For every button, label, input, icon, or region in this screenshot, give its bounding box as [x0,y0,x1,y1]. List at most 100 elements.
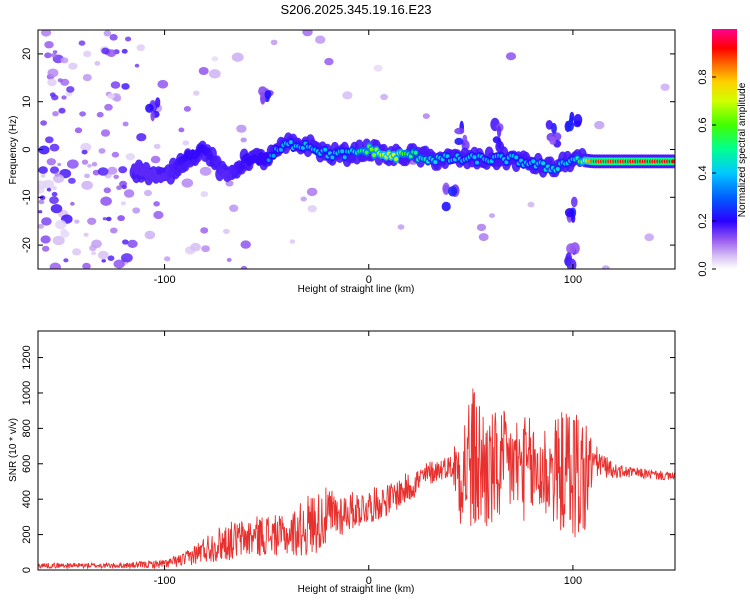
spectrogram-ridge-core [541,161,546,166]
spectrogram-feature-blob [496,125,502,138]
spectrogram-noise-blob [68,62,78,70]
spectrogram-noise-blob [236,124,247,133]
spectrogram-noise-blob [49,196,59,205]
spectrogram-ridge-mid [148,174,155,182]
colorbar-tick-label: 0.6 [697,117,709,132]
spectrogram-noise-blob [104,103,113,111]
snr-y-tick-label: 1200 [21,345,33,369]
spectrogram-feature-blob [462,134,468,143]
spectrogram-noise-blob [70,201,75,206]
spectrogram-noise-blob [94,61,101,66]
spectrogram-noise-blob [57,78,63,83]
snr-x-tick-label: 0 [366,575,372,587]
spectrogram-noise-blob [380,93,388,101]
spectrogram-feature-blob [145,103,154,113]
spectrogram-noise-blob [46,187,52,192]
spectrogram-noise-blob [78,40,86,46]
spectrogram-noise-blob [68,177,76,184]
spectrogram-ridge-core [288,140,293,145]
colorbar-scale [712,29,737,269]
spectrogram-ridge-core [671,159,675,164]
spectrogram-feature-blob [551,122,557,134]
spectrogram-noise-blob [190,242,201,252]
spectrogram-noise-blob [60,57,69,64]
spectrogram-noise-blob [63,258,69,263]
spectrogram-feature-blob [454,127,465,135]
spectrogram-x-tick-label: -100 [154,274,176,286]
spectrogram-ridge-mid [206,152,213,160]
spectrogram-ridge-mid [255,157,262,166]
spectrogram-noise-blob [41,30,52,37]
spectrogram-noise-blob [72,248,82,256]
spectrogram-noise-blob [91,251,96,256]
spectrogram-noise-blob [132,207,141,214]
snr-panel: -100 0 100 0 200 400 600 800 1000 1200 Height of… [8,330,676,595]
spectrogram-noise-blob [211,56,219,62]
spectrogram-noise-blob [82,74,92,82]
spectrogram-ridge-core [340,149,345,154]
spectrogram-feature-blob [566,120,574,132]
spectrogram-x-ticks: -100 0 100 [154,30,582,286]
spectrogram-noise-blob [40,235,51,244]
spectrogram-noise-blob [97,167,109,176]
spectrogram-noise-blob [178,127,185,133]
spectrogram-noise-blob [60,230,70,238]
spectrogram-noise-blob [110,81,121,89]
spectrogram-noise-blob [306,187,318,197]
spectrogram-noise-blob [38,166,48,174]
spectrogram-noise-blob [83,50,92,58]
spectrogram-noise-blob [489,213,495,219]
spectrogram-feature-blob [264,90,272,100]
snr-series-line [38,388,675,570]
spectrogram-ridge-mid [167,169,174,178]
spectrogram-noise-blob [324,57,334,66]
spectrogram-noise-blob [47,78,57,87]
spectrogram-noise-blob [109,34,118,41]
spectrogram-noise-blob [125,36,132,42]
spectrogram-ridge-mid [226,172,233,181]
spectrogram-noise-blob [45,136,54,144]
spectrogram-noise-blob [134,63,140,68]
spectrogram-noise-blob [57,162,62,167]
spectrogram-noise-blob [601,265,610,269]
snr-y-tick-label: 1000 [21,381,33,405]
spectrogram-noise-blob [136,133,147,142]
spectrogram-y-label: Frequency (Hz) [8,116,19,185]
spectrogram-noise-blob [103,187,112,194]
spectrogram-ridge-core [514,155,519,160]
spectrogram-noise-blob [199,166,212,176]
snr-y-label: SNR (10 * v/v) [8,418,19,482]
spectrogram-x-label: Height of straight line (km) [298,284,415,295]
spectrogram-noise-blob [113,174,119,179]
spectrogram-noise-blob [397,224,405,230]
spectrogram-noise-blob [50,204,63,214]
spectrogram-noise-blob [44,41,54,49]
spectrogram-noise-blob [527,201,535,208]
spectrogram-noise-blob [505,52,517,61]
snr-x-label: Height of straight line (km) [298,584,415,595]
snr-y-ticks: 0 200 400 600 800 1000 1200 [21,345,675,573]
spectrogram-ridge-core [364,150,369,155]
spectrogram-y-tick-label: 0 [21,146,33,152]
spectrogram-noise-blob [66,159,79,169]
spectrogram-ridge-core [413,150,418,155]
spectrogram-feature-blob [260,91,266,105]
spectrogram-noise-blob [422,113,430,119]
spectrogram-noise-blob [66,86,75,93]
spectrogram-noise-blob [200,191,209,198]
spectrogram-noise-blob [182,140,190,146]
spectrogram-noise-blob [150,155,161,164]
spectrogram-noise-blob [121,83,130,90]
snr-y-tick-label: 600 [21,455,33,473]
spectrogram-feature-blob [573,114,583,126]
spectrogram-noise-blob [226,257,232,262]
spectrogram-noise-blob [153,143,161,150]
spectrogram-feature-blob [155,97,161,108]
spectrogram-ridge-core [472,155,477,160]
spectrogram-noise-blob [302,30,313,37]
spectrogram-noise-blob [84,173,90,179]
spectrogram-ridge-core [271,153,276,158]
spectrogram-x-tick-label: 100 [564,274,582,286]
spectrogram-noise-blob [49,92,56,97]
spectrogram-feature-blob [448,186,458,197]
